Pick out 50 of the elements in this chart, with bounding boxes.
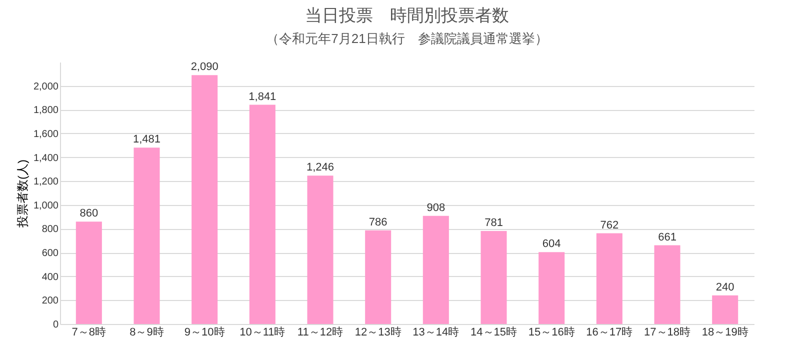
- data-label: 908: [426, 202, 446, 214]
- data-label: 661: [658, 231, 676, 244]
- y-tick-label: 1,200: [33, 176, 59, 188]
- data-label: 2,090: [190, 61, 218, 74]
- y-tick-label: 1,000: [33, 200, 59, 212]
- data-label: 762: [600, 219, 619, 232]
- y-tick-label: 400: [42, 272, 59, 283]
- bar: [249, 104, 276, 324]
- y-axis-title: 投票者数(人): [15, 160, 30, 228]
- x-tick-label: 7～8時: [72, 326, 106, 338]
- x-tick-label: 9～10時: [184, 326, 225, 338]
- data-label: 781: [484, 216, 503, 229]
- bar: [134, 148, 160, 324]
- bar: [76, 222, 102, 324]
- data-label: 786: [368, 216, 388, 228]
- y-tick-label: 200: [42, 296, 59, 307]
- x-tick-label: 16～17時: [586, 326, 633, 338]
- y-tick-label: 800: [42, 224, 59, 236]
- y-tick-label: 2,000: [33, 81, 59, 92]
- x-tick-label: 8～9時: [130, 326, 164, 338]
- bar: [654, 245, 680, 324]
- x-tick-label: 17～18時: [644, 326, 690, 338]
- bar: [422, 216, 449, 324]
- x-tick-label: 14～15時: [470, 326, 517, 338]
- y-tick-label: 0: [52, 320, 59, 330]
- x-tick-label: 13～14時: [412, 326, 460, 338]
- bar: [712, 295, 738, 324]
- bar: [365, 230, 392, 324]
- chart-title: 当日投票 時間別投票者数: [305, 6, 509, 26]
- bar: [480, 230, 507, 324]
- bar: [538, 252, 565, 324]
- x-tick-label: 11～12時: [297, 326, 344, 338]
- y-tick-label: 1,400: [33, 152, 59, 164]
- bar: [307, 176, 334, 324]
- x-tick-label: 10～11時: [240, 326, 286, 338]
- y-tick-label: 1,600: [33, 128, 59, 140]
- data-label: 604: [542, 238, 561, 250]
- data-label: 860: [80, 208, 98, 220]
- data-label: 1,841: [248, 90, 276, 103]
- data-label: 240: [716, 281, 734, 294]
- chart-subtitle: （令和元年7月21日執行 参議院議員通常選挙）: [266, 31, 548, 46]
- x-tick-label: 15～16時: [528, 326, 575, 338]
- y-tick-label: 600: [42, 248, 59, 260]
- x-tick-label: 18～19時: [702, 326, 748, 338]
- bar: [192, 75, 218, 324]
- y-tick-label: 1,800: [33, 105, 59, 116]
- bar: [596, 233, 622, 324]
- x-tick-label: 12～13時: [354, 326, 402, 338]
- data-label: 1,481: [132, 134, 161, 146]
- data-label: 1,246: [306, 162, 334, 174]
